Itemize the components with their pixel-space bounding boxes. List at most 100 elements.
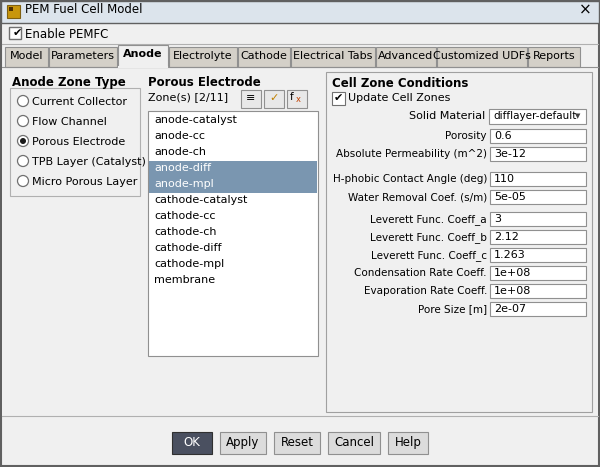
Bar [10,88,140,196]
Text: anode-diff: anode-diff [154,163,211,173]
Bar [437,47,527,67]
Bar [172,432,212,454]
Text: difflayer-default: difflayer-default [493,111,577,121]
Bar [1,1,599,23]
Text: Porous Electrode: Porous Electrode [148,76,261,89]
Bar [490,248,586,262]
Text: Model: Model [10,51,43,61]
Text: Water Removal Coef. (s/m): Water Removal Coef. (s/m) [348,192,487,202]
Text: cathode-cc: cathode-cc [154,211,215,221]
Text: 3e-12: 3e-12 [494,149,526,159]
Text: ✔: ✔ [13,28,22,38]
Text: PEM Fuel Cell Model: PEM Fuel Cell Model [25,3,143,16]
Bar [376,47,436,67]
Text: anode-ch: anode-ch [154,147,206,157]
Circle shape [17,156,29,167]
Text: Electrolyte: Electrolyte [173,51,233,61]
Text: ✔: ✔ [334,93,343,103]
Text: Pore Size [m]: Pore Size [m] [418,304,487,314]
Bar [490,172,586,186]
Text: Enable PEMFC: Enable PEMFC [25,28,109,41]
Text: Anode: Anode [123,49,163,59]
Bar [2,68,598,416]
Bar [9,27,21,39]
Text: Help: Help [395,436,421,449]
Text: 1e+08: 1e+08 [494,268,532,278]
Circle shape [17,115,29,127]
Bar [490,190,586,204]
Bar [274,432,320,454]
Bar [169,47,237,67]
Text: Parameters: Parameters [51,51,115,61]
Text: H-phobic Contact Angle (deg): H-phobic Contact Angle (deg) [332,174,487,184]
Bar [490,302,586,316]
Bar [490,129,586,143]
Text: anode-catalyst: anode-catalyst [154,115,237,125]
Text: Porosity: Porosity [445,131,487,141]
Bar [9,7,13,11]
Text: cathode-catalyst: cathode-catalyst [154,195,247,205]
Text: Leverett Func. Coeff_a: Leverett Func. Coeff_a [370,214,487,225]
Text: Apply: Apply [226,436,260,449]
Text: Micro Porous Layer: Micro Porous Layer [32,177,137,187]
Text: 2e-07: 2e-07 [494,304,526,314]
Circle shape [17,176,29,186]
Bar [490,212,586,226]
Text: Leverett Func. Coeff_c: Leverett Func. Coeff_c [371,250,487,261]
Text: Current Collector: Current Collector [32,97,127,107]
Text: 0.6: 0.6 [494,131,512,141]
Text: Customized UDFs: Customized UDFs [433,51,531,61]
Bar [490,230,586,244]
Text: 2.12: 2.12 [494,232,519,242]
Text: TPB Layer (Catalyst): TPB Layer (Catalyst) [32,157,146,167]
Text: membrane: membrane [154,275,215,285]
Bar [287,90,307,108]
Text: 110: 110 [494,174,515,184]
Text: 1e+08: 1e+08 [494,286,532,296]
Text: 3: 3 [494,214,501,224]
Text: cathode-ch: cathode-ch [154,227,217,237]
Bar [291,47,375,67]
Bar [490,266,586,280]
Text: cathode-diff: cathode-diff [154,243,221,253]
Bar [148,111,318,356]
Bar [388,432,428,454]
Text: Evaporation Rate Coeff.: Evaporation Rate Coeff. [364,286,487,296]
Text: Solid Material: Solid Material [409,111,485,121]
Text: anode-cc: anode-cc [154,131,205,141]
Bar [220,432,266,454]
Text: cathode-mpl: cathode-mpl [154,259,224,269]
Text: Electrical Tabs: Electrical Tabs [293,51,373,61]
Text: Advanced: Advanced [379,51,434,61]
Bar [328,432,380,454]
Bar [149,161,317,177]
Bar [118,45,168,67]
Text: OK: OK [184,436,200,449]
Bar [489,109,586,124]
Text: ▼: ▼ [575,113,581,119]
Text: ×: × [578,3,592,18]
Bar [49,47,117,67]
Text: 5e-05: 5e-05 [494,192,526,202]
Text: Leverett Func. Coeff_b: Leverett Func. Coeff_b [370,232,487,243]
Text: Cancel: Cancel [334,436,374,449]
Text: 1.263: 1.263 [494,250,526,260]
Text: Zone(s) [2/11]: Zone(s) [2/11] [148,92,228,102]
Bar [326,72,592,412]
Bar [264,90,284,108]
Bar [490,284,586,298]
Text: x: x [296,95,301,104]
Bar [149,177,317,193]
Text: anode-mpl: anode-mpl [154,179,214,189]
Text: Condensation Rate Coeff.: Condensation Rate Coeff. [355,268,487,278]
Bar [528,47,580,67]
Text: Reports: Reports [533,51,575,61]
Text: f: f [290,92,294,102]
Circle shape [17,135,29,147]
Circle shape [17,95,29,106]
Bar [332,92,345,105]
Text: ✓: ✓ [269,93,278,103]
Bar [238,47,290,67]
Text: Cell Zone Conditions: Cell Zone Conditions [332,77,469,90]
Text: Absolute Permeability (m^2): Absolute Permeability (m^2) [336,149,487,159]
